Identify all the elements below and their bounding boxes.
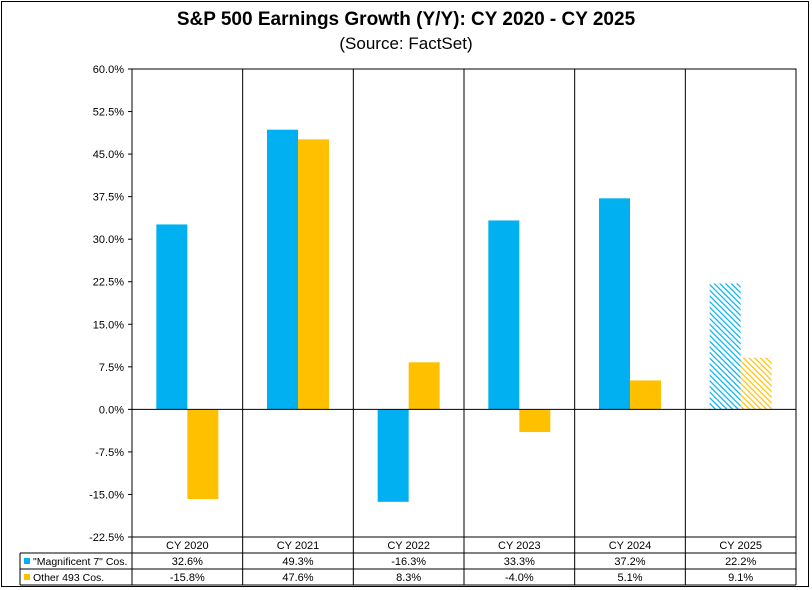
y-tick-label: 0.0%	[99, 404, 124, 416]
data-label: 8.3%	[396, 572, 421, 584]
x-tick-label: CY 2023	[498, 540, 541, 552]
x-tick-label: CY 2022	[387, 540, 430, 552]
data-label: 32.6%	[172, 556, 203, 568]
x-tick-label: CY 2021	[277, 540, 320, 552]
data-label: -16.3%	[391, 556, 426, 568]
chart-subtitle: (Source: FactSet)	[339, 34, 473, 53]
data-label: 22.2%	[725, 556, 756, 568]
y-tick-label: 60.0%	[93, 64, 124, 76]
data-label: 49.3%	[282, 556, 313, 568]
data-label: -4.0%	[505, 572, 534, 584]
legend-key-magnificent-7	[24, 558, 30, 564]
bar-other-493-cy-2025	[740, 357, 772, 410]
x-tick-label: CY 2025	[719, 540, 762, 552]
data-label: 33.3%	[504, 556, 535, 568]
y-tick-label: 15.0%	[93, 319, 124, 331]
data-label: 37.2%	[614, 556, 645, 568]
y-tick-label: 45.0%	[93, 149, 124, 161]
bar-other-493-cy-2023	[519, 409, 551, 433]
bar-other-493-cy-2024	[630, 380, 661, 410]
x-tick-label: CY 2024	[609, 540, 652, 552]
bar-magnificent-7-cy-2022	[377, 409, 409, 502]
bar-magnificent-7-cy-2021	[267, 129, 298, 410]
data-label: 47.6%	[282, 572, 313, 584]
bar-other-493-cy-2022	[408, 362, 440, 410]
legend-label-magnificent-7: "Magnificent 7" Cos.	[33, 556, 127, 568]
data-label: 5.1%	[617, 572, 642, 584]
bar-magnificent-7-cy-2023	[488, 220, 520, 410]
y-tick-label: 30.0%	[93, 234, 124, 246]
bar-magnificent-7-cy-2020	[156, 224, 188, 410]
y-tick-label: 52.5%	[93, 107, 124, 119]
y-tick-label: 7.5%	[99, 362, 124, 374]
bar-other-493-cy-2021	[298, 139, 329, 410]
legend-label-other-493: Other 493 Cos.	[33, 572, 104, 584]
legend-key-other-493	[24, 574, 30, 580]
y-tick-label: -15.0%	[89, 489, 124, 501]
bar-other-493-cy-2020	[187, 409, 219, 499]
y-tick-label: 37.5%	[93, 192, 124, 204]
data-label: -15.8%	[170, 572, 205, 584]
y-tick-label: -22.5%	[89, 532, 124, 544]
y-tick-label: -7.5%	[95, 447, 124, 459]
chart-title: S&P 500 Earnings Growth (Y/Y): CY 2020 -…	[176, 9, 636, 30]
data-label: 9.1%	[728, 572, 753, 584]
y-tick-label: 22.5%	[93, 277, 124, 289]
x-tick-label: CY 2020	[166, 540, 209, 552]
bar-magnificent-7-cy-2024	[599, 198, 630, 410]
bar-magnificent-7-cy-2025	[709, 283, 741, 410]
